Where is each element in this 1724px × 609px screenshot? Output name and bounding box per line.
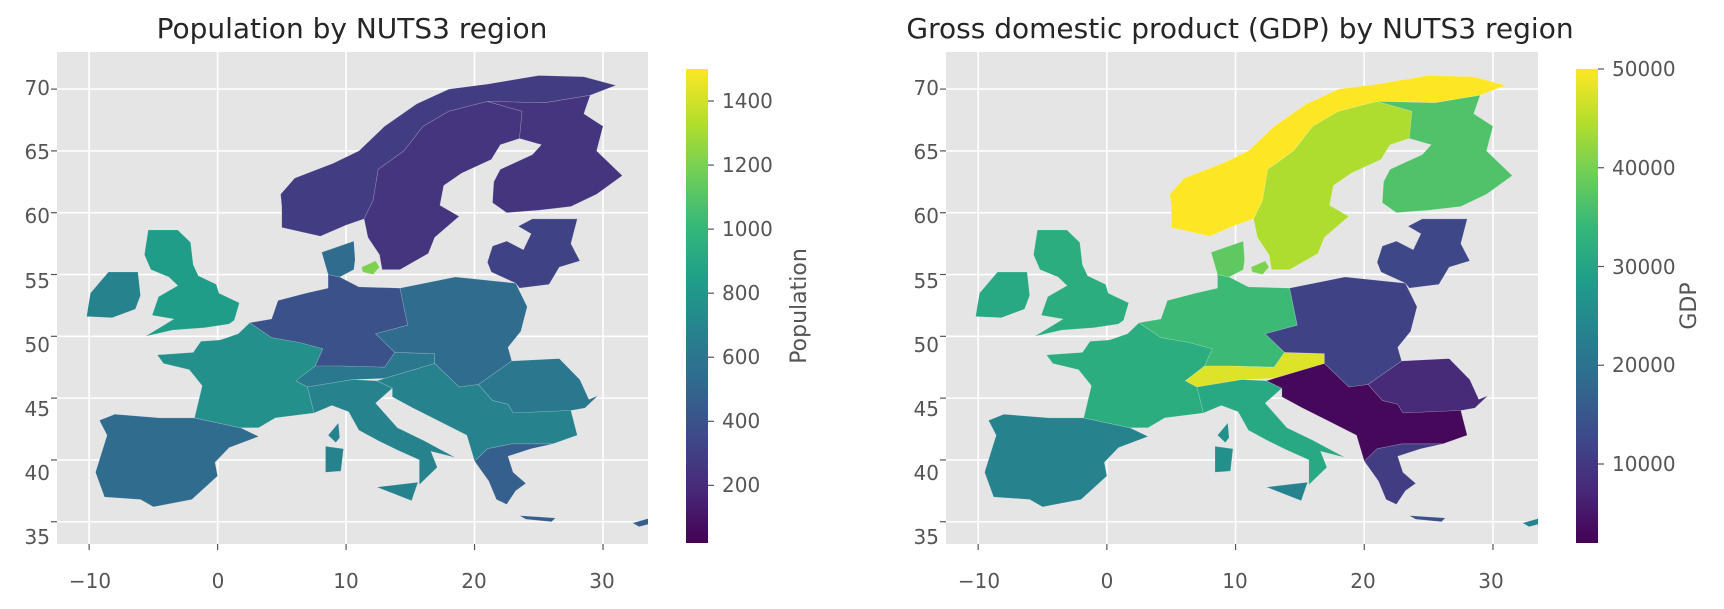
population-colorbar-label: Population xyxy=(787,248,812,364)
y-tick-label: 45 xyxy=(25,397,50,421)
y-tick-label: 55 xyxy=(914,269,939,293)
region-finland xyxy=(1377,94,1513,214)
colorbar-tick-label: 400 xyxy=(722,409,760,433)
y-tick-label: 55 xyxy=(25,269,50,293)
population-colorbar-ticks: 200 400 600 800 1000 1200 1400 xyxy=(708,89,773,497)
gdp-colorbar: 10000 20000 30000 40000 50000 GDP xyxy=(1576,57,1702,543)
colorbar-tick-label: 1200 xyxy=(722,153,773,177)
colorbar-tick-label: 50000 xyxy=(1612,57,1676,81)
region-denmark xyxy=(1210,240,1245,278)
y-tick-label: 35 xyxy=(25,525,50,549)
x-tick-label: 10 xyxy=(1222,569,1247,593)
region-romania xyxy=(1367,358,1489,414)
y-tick-label: 45 xyxy=(914,397,939,421)
y-tick-label: 60 xyxy=(25,204,50,228)
colorbar-tick-label: 30000 xyxy=(1612,255,1676,279)
x-tick-label: −10 xyxy=(69,569,111,593)
y-tick-label: 65 xyxy=(25,140,50,164)
region-balkans xyxy=(376,363,578,462)
population-map-regions xyxy=(86,75,648,528)
x-tick-label: −10 xyxy=(958,569,1000,593)
region-sardinia xyxy=(325,445,344,473)
y-tick-label: 70 xyxy=(914,76,939,100)
region-cyprus xyxy=(1521,518,1538,528)
population-map-x-axis: −10 0 10 20 30 xyxy=(69,544,615,593)
colorbar-tick-label: 10000 xyxy=(1612,452,1676,476)
region-greece xyxy=(1363,443,1443,505)
y-tick-label: 35 xyxy=(914,525,939,549)
x-tick-label: 30 xyxy=(589,569,614,593)
region-italy xyxy=(1196,379,1346,486)
region-iberia xyxy=(95,413,260,508)
region-cyprus xyxy=(631,518,648,528)
gdp-colorbar-gradient xyxy=(1576,69,1598,543)
gdp-colorbar-label: GDP xyxy=(1677,282,1702,329)
colorbar-tick-label: 1400 xyxy=(722,89,773,113)
x-tick-label: 0 xyxy=(1101,569,1114,593)
region-finland xyxy=(487,94,623,214)
region-sweden xyxy=(363,101,523,270)
y-tick-label: 65 xyxy=(914,140,939,164)
region-corsica xyxy=(327,422,341,444)
colorbar-tick-label: 40000 xyxy=(1612,156,1676,180)
x-tick-label: 10 xyxy=(333,569,358,593)
y-tick-label: 40 xyxy=(914,461,939,485)
y-tick-label: 70 xyxy=(25,76,50,100)
region-balkans xyxy=(1265,363,1468,462)
region-sardinia xyxy=(1214,445,1234,473)
y-tick-label: 40 xyxy=(25,461,50,485)
population-map-panel: Population by NUTS3 region −10 0 10 20 3… xyxy=(25,12,812,593)
region-denmark xyxy=(321,240,356,278)
region-iberia xyxy=(984,413,1149,508)
population-colorbar: 200 400 600 800 1000 1200 1400 Populatio… xyxy=(686,69,812,543)
gdp-map-regions xyxy=(975,75,1538,528)
gdp-map-y-axis: 35 40 45 50 55 60 65 70 xyxy=(914,76,946,549)
region-sicily xyxy=(1266,481,1309,502)
region-baltics xyxy=(1376,218,1471,289)
colorbar-tick-label: 200 xyxy=(722,473,760,497)
colorbar-tick-label: 1000 xyxy=(722,217,773,241)
region-baltics xyxy=(487,218,581,289)
region-ireland xyxy=(975,271,1031,319)
x-tick-label: 0 xyxy=(212,569,225,593)
region-greece xyxy=(474,443,553,505)
region-sweden xyxy=(1253,101,1413,270)
region-zealand xyxy=(1250,260,1270,275)
population-colorbar-gradient xyxy=(686,69,708,543)
colorbar-tick-label: 600 xyxy=(722,345,760,369)
y-tick-label: 50 xyxy=(914,333,939,357)
gdp-map-title: Gross domestic product (GDP) by NUTS3 re… xyxy=(906,12,1573,45)
region-corsica xyxy=(1217,422,1230,444)
x-tick-label: 30 xyxy=(1478,569,1503,593)
x-tick-label: 20 xyxy=(461,569,486,593)
region-romania xyxy=(477,358,599,414)
population-map-title: Population by NUTS3 region xyxy=(157,12,548,45)
region-zealand xyxy=(361,260,380,275)
colorbar-tick-label: 20000 xyxy=(1612,353,1676,377)
region-crete xyxy=(1409,515,1446,523)
gdp-colorbar-ticks: 10000 20000 30000 40000 50000 xyxy=(1598,57,1676,476)
colorbar-tick-label: 800 xyxy=(722,281,760,305)
y-tick-label: 60 xyxy=(914,204,939,228)
gdp-map-panel: Gross domestic product (GDP) by NUTS3 re… xyxy=(906,12,1702,593)
region-crete xyxy=(519,515,557,523)
y-tick-label: 50 xyxy=(25,333,50,357)
region-ireland xyxy=(86,271,141,319)
population-map-y-axis: 35 40 45 50 55 60 65 70 xyxy=(25,76,57,549)
x-tick-label: 20 xyxy=(1350,569,1375,593)
region-great-britain xyxy=(1033,229,1130,337)
region-great-britain xyxy=(144,229,240,337)
gdp-map-x-axis: −10 0 10 20 30 xyxy=(958,544,1504,593)
region-sicily xyxy=(376,481,419,502)
